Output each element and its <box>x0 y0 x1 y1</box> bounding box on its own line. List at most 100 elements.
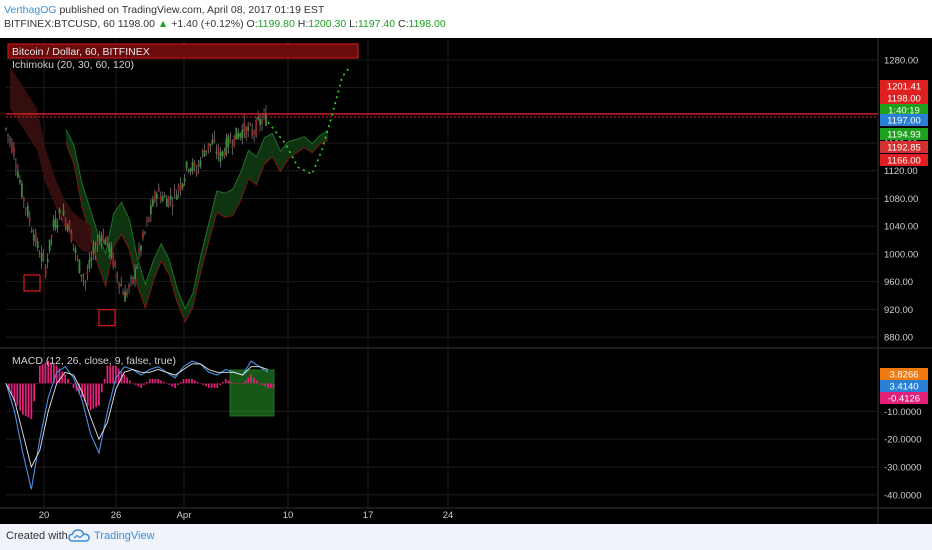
macd-histogram-bar <box>36 383 38 385</box>
macd-histogram-bar <box>64 374 67 384</box>
candle-body <box>245 126 248 139</box>
candle-body <box>146 220 148 223</box>
candle-body <box>153 192 156 202</box>
macd-histogram-bar <box>117 368 120 384</box>
candle-body <box>24 207 27 209</box>
macd-histogram-bar <box>151 378 154 384</box>
candle-body <box>122 291 125 295</box>
candle-body <box>18 180 21 183</box>
candle-body <box>235 127 238 140</box>
candle-body <box>130 277 132 279</box>
macd-histogram-bar <box>258 383 261 385</box>
macd-value-text: 3.8266 <box>889 370 918 381</box>
time-tick-label: Apr <box>177 510 192 521</box>
macd-histogram-bar <box>168 383 171 385</box>
candle-body <box>136 266 138 269</box>
candle-body <box>142 232 144 239</box>
macd-histogram-bar <box>157 378 160 384</box>
macd-histogram-bar <box>69 383 72 385</box>
candle-body <box>215 151 218 154</box>
chart-svg[interactable]: 1280.001240.001160.001120.001080.001040.… <box>0 38 932 524</box>
macd-histogram-bar <box>13 383 16 402</box>
chart-area[interactable]: 1280.001240.001160.001120.001080.001040.… <box>0 38 932 524</box>
candle-body <box>181 183 184 188</box>
candle-body <box>40 252 43 262</box>
macd-histogram-bar <box>129 380 131 384</box>
candle-body <box>120 284 123 286</box>
macd-histogram-bar <box>137 383 140 387</box>
candle-body <box>9 138 11 142</box>
macd-histogram-bar <box>112 365 114 384</box>
axes: 1280.001240.001160.001120.001080.001040.… <box>0 38 932 524</box>
macd-histogram-bar <box>202 383 205 385</box>
macd-signal-line <box>5 363 269 469</box>
candle-body <box>112 255 115 267</box>
low-value: 1197.40 <box>357 18 396 30</box>
candle-body <box>197 163 200 167</box>
macd-histogram-bar <box>222 381 224 384</box>
candle-body <box>54 217 57 229</box>
candle-body <box>189 168 192 172</box>
author-link[interactable]: VerthagOG <box>4 4 57 16</box>
candle-body <box>108 244 111 253</box>
macd-label[interactable]: MACD (12, 26, close, 9, false, true) <box>12 355 176 367</box>
macd-histogram-bar <box>24 383 27 417</box>
candle-body <box>68 221 71 233</box>
high-label: H: <box>297 18 309 30</box>
candle-body <box>205 149 208 152</box>
tradingview-brand-link[interactable]: TradingView <box>94 530 155 542</box>
candle-body <box>167 196 170 206</box>
price-label-text: 1198.00 <box>887 94 921 105</box>
candle-body <box>17 171 19 178</box>
macd-histogram-bar <box>205 383 207 387</box>
grid <box>6 38 878 508</box>
macd-histogram-bar <box>131 383 134 385</box>
macd-histogram-bar <box>261 383 264 385</box>
macd-histogram-bar <box>140 383 143 388</box>
candle-body <box>185 161 188 169</box>
macd-histogram-bar <box>86 383 89 406</box>
footer: Created with TradingView <box>0 524 932 550</box>
candle-body <box>243 121 246 133</box>
macd-histogram-bar <box>182 378 185 384</box>
macd-line <box>5 360 269 490</box>
open-label: O: <box>246 18 258 30</box>
candle-body <box>221 151 224 156</box>
candle-body <box>66 225 69 230</box>
candle-body <box>44 266 47 276</box>
macd-histogram-bar <box>33 383 36 402</box>
low-marker-box <box>98 309 116 327</box>
candle-body <box>227 135 230 148</box>
candle-body <box>58 209 61 214</box>
macd-histogram-bar <box>50 362 52 384</box>
macd-histogram-bar <box>162 381 165 384</box>
macd-histogram-bar <box>213 383 216 388</box>
indicator-label[interactable]: Ichimoku (20, 30, 60, 120) <box>12 59 134 71</box>
macd-histogram-bar <box>103 378 106 384</box>
macd-histogram-bar <box>244 380 247 384</box>
macd-histogram-bar <box>236 383 238 385</box>
macd-value-text: 3.4140 <box>889 382 918 393</box>
low-label: L: <box>349 18 358 30</box>
candle-body <box>70 232 73 242</box>
macd-histogram-bar <box>241 383 244 385</box>
candle-body <box>88 259 91 269</box>
candle-body <box>36 241 39 248</box>
macd-histogram-bar <box>78 383 81 394</box>
candle-body <box>32 234 35 241</box>
candle-body <box>106 235 109 244</box>
macd-histogram-bar <box>227 380 230 384</box>
macd-histogram-bar <box>38 365 41 384</box>
price-tick-label: 1280.00 <box>884 55 918 66</box>
candle-body <box>211 139 214 145</box>
macd-tick-label: -30.0000 <box>884 463 922 474</box>
candle-body <box>62 210 65 216</box>
legend-highlight-box <box>7 43 359 59</box>
candle-body <box>223 151 226 157</box>
time-tick-label: 26 <box>111 510 122 521</box>
price-tick-label: 1000.00 <box>884 249 918 260</box>
macd-tick-label: -20.0000 <box>884 435 922 446</box>
macd-histogram-bar <box>109 365 112 384</box>
price-label-bg <box>880 114 928 126</box>
macd-value-text: -0.4126 <box>888 394 920 405</box>
